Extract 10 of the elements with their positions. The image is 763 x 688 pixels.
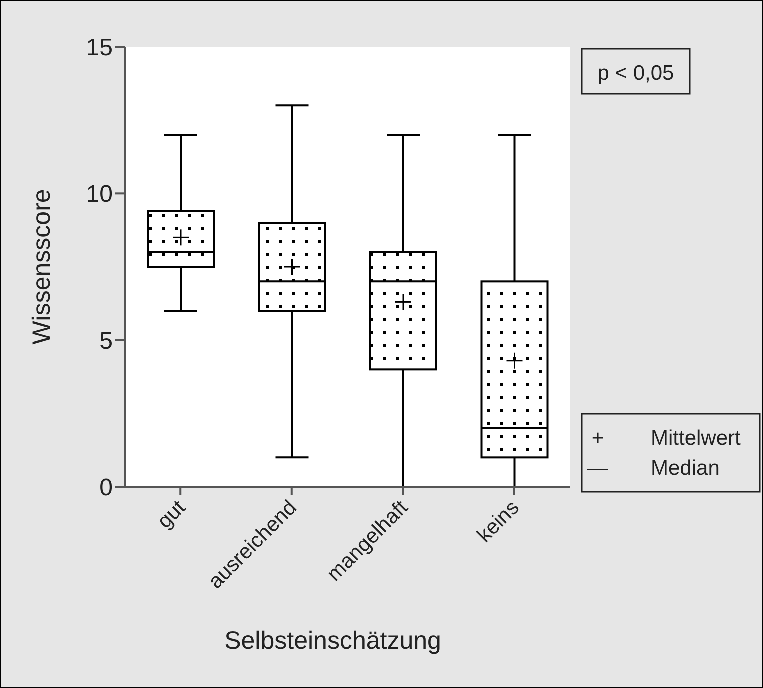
text: p < 0,05 [598, 62, 674, 85]
x-axis-title: Selbsteinschätzung [224, 627, 442, 655]
x-tick-label: gut [153, 496, 190, 534]
y-tick-label: 5 [100, 328, 113, 355]
text: + Mittelwert [592, 427, 741, 450]
y-tick-label: 10 [86, 181, 113, 208]
y-tick-label: 0 [100, 474, 113, 502]
y-axis-title: Wissensscore [28, 189, 56, 345]
text: — Median [588, 457, 720, 480]
y-tick-label: 15 [86, 34, 113, 62]
